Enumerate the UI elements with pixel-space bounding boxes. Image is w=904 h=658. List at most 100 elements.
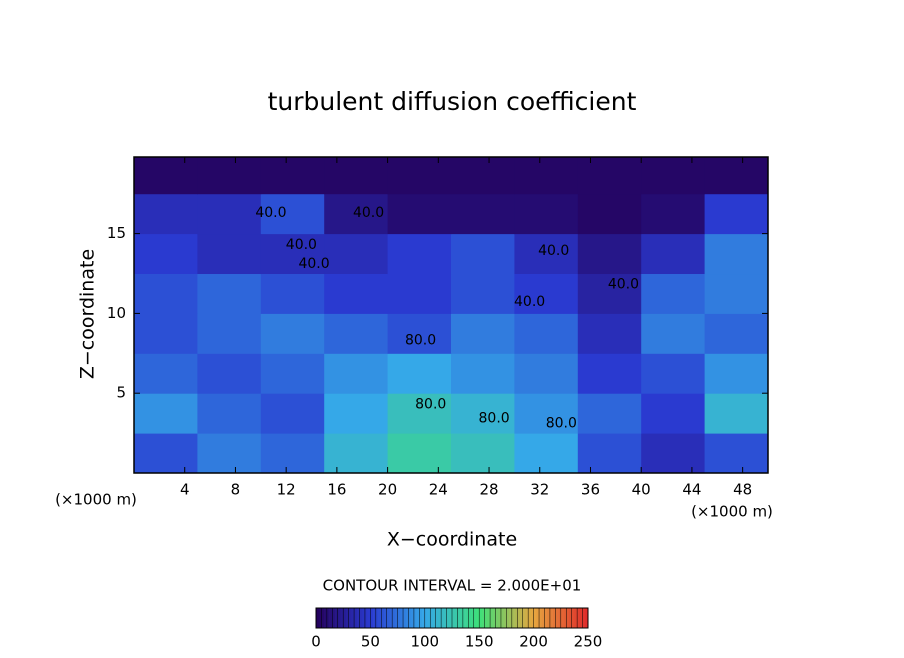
colorbar-segment (533, 608, 537, 628)
colorbar-segment (571, 608, 575, 628)
colorbar-segment (552, 608, 556, 628)
heatmap-cell (387, 433, 452, 474)
colorbar-segment (471, 608, 475, 628)
heatmap-cell (514, 393, 579, 434)
colorbar-segment (544, 608, 548, 628)
heatmap-cell (387, 393, 452, 434)
colorbar-segment (373, 608, 377, 628)
colorbar-segment (397, 608, 401, 628)
x-tick-label: 36 (581, 481, 600, 499)
colorbar-segment (506, 608, 510, 628)
heatmap-cell (514, 433, 579, 474)
heatmap-cell (704, 313, 769, 354)
heatmap-cell (451, 393, 515, 434)
heatmap-cell (641, 193, 706, 235)
colorbar-segment (419, 608, 423, 628)
colorbar-segment (528, 608, 532, 628)
heatmap-cell (704, 433, 769, 474)
colorbar-frame (315, 607, 589, 629)
colorbar-segment (356, 608, 360, 628)
colorbar-segment (457, 608, 461, 628)
heatmap-cell (134, 433, 198, 474)
colorbar-segment (490, 608, 494, 628)
y-tick-label: 15 (107, 224, 126, 242)
colorbar-segment (555, 608, 559, 628)
y-axis-label: Z−coordinate (77, 249, 99, 379)
heatmap-cell (134, 353, 198, 394)
colorbar-segment (408, 608, 412, 628)
colorbar-segment (446, 608, 450, 628)
colorbar-segment (487, 608, 491, 628)
colorbar-segment (427, 608, 431, 628)
heatmap-cell (514, 273, 579, 314)
colorbar-segment (340, 608, 344, 628)
colorbar-segment (574, 608, 578, 628)
colorbar-segment (514, 608, 518, 628)
colorbar-segment (329, 608, 333, 628)
colorbar-segment (403, 608, 407, 628)
heatmap-cell (641, 313, 706, 354)
heatmap-cell (197, 393, 262, 434)
colorbar-segment (495, 608, 499, 628)
colorbar-segment (367, 608, 371, 628)
colorbar-segment (452, 608, 456, 628)
colorbar-segment (479, 608, 483, 628)
heatmap-cell (704, 193, 769, 235)
heatmap-cell (451, 233, 515, 275)
x-tick-label: 20 (378, 481, 397, 499)
heatmap-cell (451, 313, 515, 354)
heatmap-cell (324, 273, 389, 314)
x-tick-label: 16 (327, 481, 346, 499)
heatmap-cell (197, 157, 262, 195)
heatmap-cell (197, 313, 262, 354)
x-axis-label: X−coordinate (387, 529, 517, 551)
colorbar-segment (316, 608, 320, 628)
heatmap-cell (260, 433, 325, 474)
colorbar-segment (473, 608, 477, 628)
heatmap-cell (260, 353, 325, 394)
colorbar-segment (541, 608, 545, 628)
heatmap-cell (134, 233, 198, 275)
colorbar-segment (364, 608, 368, 628)
colorbar-segment (498, 608, 502, 628)
heatmap-cell (641, 273, 706, 314)
heatmap-cell (451, 273, 515, 314)
heatmap-cell (641, 393, 706, 434)
heatmap-cell (577, 193, 642, 235)
colorbar-segment (354, 608, 358, 628)
heatmap-cell (197, 273, 262, 314)
colorbar-segment (520, 608, 524, 628)
heatmap-cell (514, 313, 579, 354)
colorbar-segment (381, 608, 385, 628)
heatmap-cell (324, 157, 389, 195)
x-tick-label: 48 (733, 481, 752, 499)
heatmap-cell (514, 193, 579, 235)
contour-label: 40.0 (538, 243, 569, 259)
colorbar-tick-label: 50 (361, 633, 380, 651)
colorbar-segment (500, 608, 504, 628)
heatmap-cell (514, 233, 579, 275)
heatmap-cell (641, 157, 706, 195)
colorbar-segment (351, 608, 355, 628)
heatmap-cell (577, 433, 642, 474)
colorbar-segment (400, 608, 404, 628)
heatmap-cell (451, 353, 515, 394)
colorbar-segment (392, 608, 396, 628)
colorbar-segment (443, 608, 447, 628)
heatmap-cell (641, 233, 706, 275)
colorbar-segment (476, 608, 480, 628)
colorbar-segment (563, 608, 567, 628)
heatmap-cell (387, 313, 452, 354)
colorbar-segment (579, 608, 583, 628)
x-tick-label: 8 (231, 481, 241, 499)
colorbar-segment (424, 608, 428, 628)
heatmap-cell (387, 353, 452, 394)
contour-label: 80.0 (479, 411, 510, 427)
colorbar-segment (481, 608, 485, 628)
heatmap-cell (514, 157, 579, 195)
contour-interval-note: CONTOUR INTERVAL = 2.000E+01 (323, 577, 582, 595)
colorbar-segment (335, 608, 339, 628)
x-tick-label: 4 (180, 481, 190, 499)
heatmap-cell (197, 433, 262, 474)
